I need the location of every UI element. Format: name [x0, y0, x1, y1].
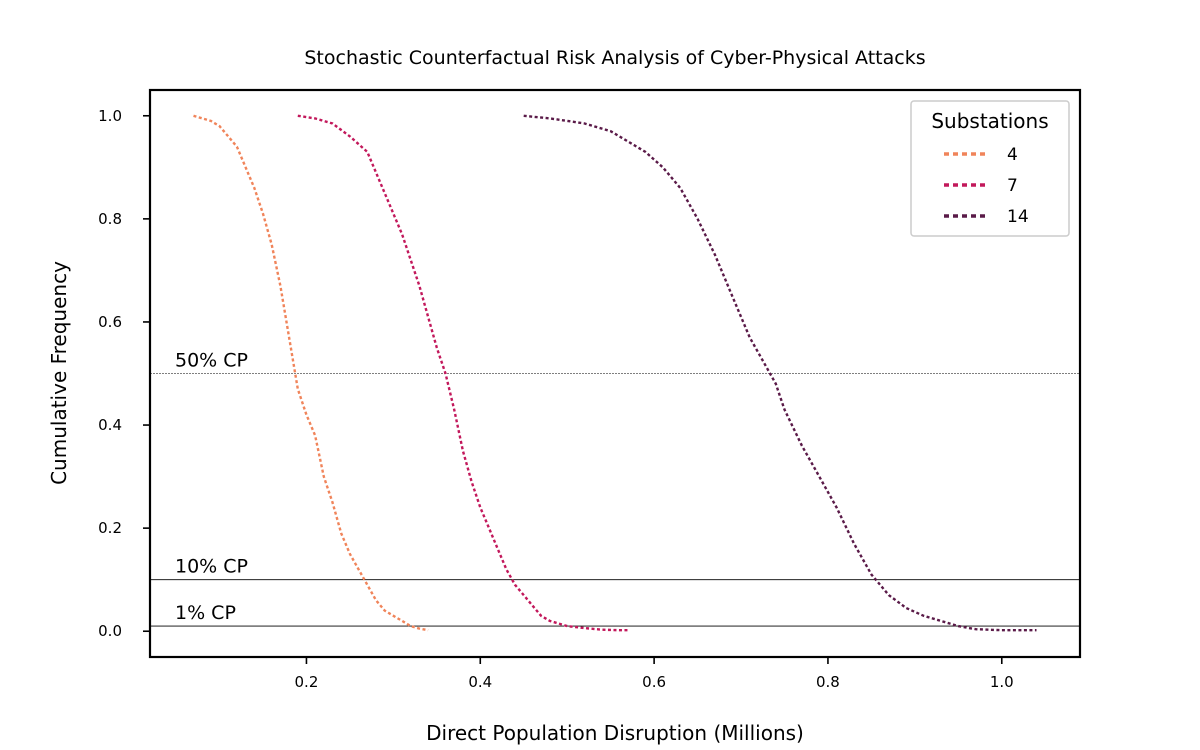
- y-tick-label: 0.8: [98, 210, 122, 228]
- series-line-14: [523, 114, 1037, 632]
- y-tick-label: 1.0: [98, 107, 122, 125]
- x-tick-label: 0.8: [816, 673, 840, 691]
- series-line-7: [297, 114, 628, 632]
- reference-line-label: 50% CP: [175, 350, 248, 372]
- y-axis-label: Cumulative Frequency: [47, 261, 71, 485]
- legend-label-14: 14: [1007, 207, 1029, 227]
- x-tick-label: 0.6: [642, 673, 666, 691]
- plot-frame: [148, 88, 1082, 659]
- legend-title: Substations: [931, 109, 1048, 133]
- x-tick-label: 0.2: [295, 673, 319, 691]
- reference-line-label: 1% CP: [175, 602, 236, 624]
- x-tick-label: 0.4: [468, 673, 492, 691]
- y-axis: 0.0 0.2 0.4 0.6 0.8 1.0: [98, 107, 150, 640]
- legend: Substations 4 7 14: [910, 100, 1070, 237]
- reference-line-label: 10% CP: [175, 556, 248, 578]
- x-tick-label: 1.0: [990, 673, 1014, 691]
- legend-box: [910, 100, 1070, 237]
- legend-label-4: 4: [1007, 145, 1018, 165]
- x-axis-label: Direct Population Disruption (Millions): [426, 721, 804, 745]
- plot-area: 50% CP 10% CP 1% CP: [150, 114, 1080, 632]
- y-tick-label: 0.6: [98, 313, 122, 331]
- series-line-4: [193, 114, 429, 632]
- x-axis: 0.2 0.4 0.6 0.8 1.0: [295, 657, 1014, 691]
- y-tick-label: 0.0: [98, 622, 122, 640]
- chart-title: Stochastic Counterfactual Risk Analysis …: [304, 47, 925, 69]
- legend-label-7: 7: [1007, 176, 1018, 196]
- y-tick-label: 0.4: [98, 416, 122, 434]
- y-tick-label: 0.2: [98, 519, 122, 537]
